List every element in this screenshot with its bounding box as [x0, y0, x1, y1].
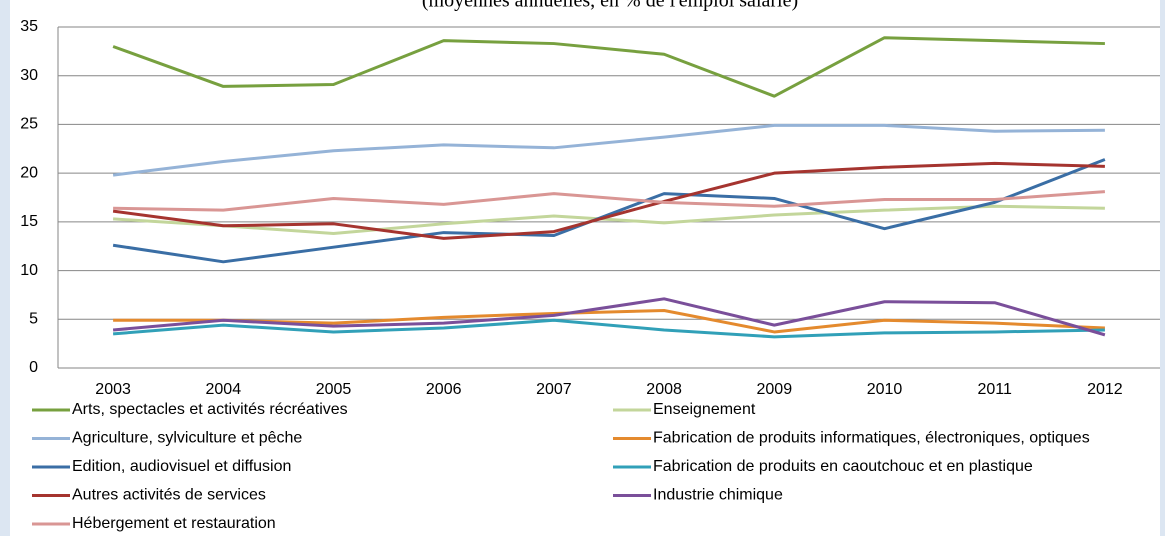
- y-tick-label: 5: [29, 311, 38, 328]
- legend-label: Enseignement: [653, 401, 756, 418]
- series-line: [112, 161, 1105, 240]
- x-tick-label: 2003: [95, 381, 131, 398]
- chart-subtitle: (moyennes annuelles, en % de l'emploi sa…: [422, 0, 798, 12]
- x-tick-label: 2005: [316, 381, 352, 398]
- y-tick-label: 0: [29, 359, 38, 376]
- y-tick-label: 30: [20, 67, 38, 84]
- y-tick-label: 20: [20, 164, 38, 181]
- y-tick-label: 25: [20, 116, 38, 133]
- x-tick-label: 2012: [1087, 381, 1123, 398]
- y-tick-label: 35: [20, 18, 38, 35]
- x-tick-label: 2011: [977, 381, 1012, 398]
- y-tick-label: 10: [20, 262, 38, 279]
- x-tick-label: 2004: [206, 381, 242, 398]
- x-tick-label: 2007: [536, 381, 572, 398]
- legend-label: Agriculture, sylviculture et pêche: [72, 430, 302, 447]
- legend-label: Fabrication de produits informatiques, é…: [653, 430, 1090, 447]
- x-tick-label: 2008: [646, 381, 682, 398]
- y-tick-label: 15: [20, 213, 38, 230]
- x-tick-label: 2006: [426, 381, 462, 398]
- legend-label: Autres activités de services: [72, 487, 266, 504]
- legend-label: Edition, audiovisuel et diffusion: [72, 458, 291, 475]
- legend-label: Industrie chimique: [653, 487, 783, 504]
- series-line: [112, 158, 1106, 264]
- series-line: [112, 123, 1105, 177]
- chart-background: [10, 0, 1160, 536]
- legend-label: Fabrication de produits en caoutchouc et…: [653, 458, 1033, 475]
- series-line: [112, 36, 1105, 98]
- series-line: [113, 190, 1106, 212]
- series-line: [113, 204, 1105, 236]
- series-line: [112, 318, 1105, 339]
- legend-label: Arts, spectacles et activités récréative…: [72, 401, 348, 418]
- x-tick-label: 2010: [867, 381, 903, 398]
- x-tick-label: 2009: [757, 381, 793, 398]
- legend-label: Hébergement et restauration: [72, 515, 276, 532]
- series-line: [112, 297, 1106, 337]
